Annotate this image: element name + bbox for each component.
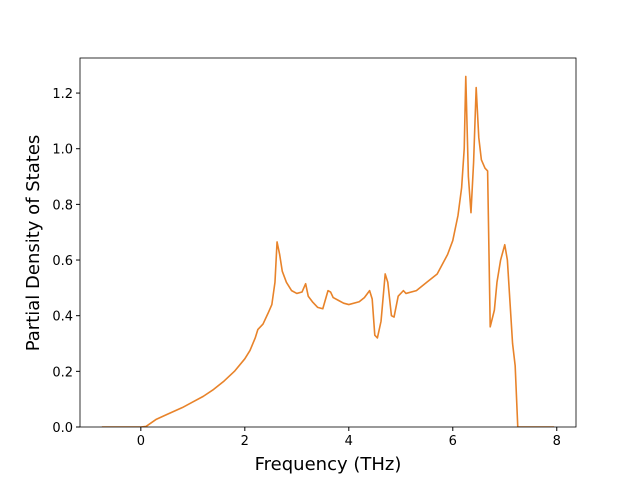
y-tick-label: 1.2: [52, 87, 73, 102]
y-axis-label: Partial Density of States: [23, 135, 44, 352]
x-tick-label: 2: [241, 434, 249, 449]
x-tick-label: 4: [345, 434, 353, 449]
y-tick-label: 0.6: [52, 254, 73, 269]
plot-frame: [79, 57, 577, 428]
x-tick-label: 0: [137, 434, 145, 449]
data-line: [101, 75, 555, 427]
x-axis-label: Frequency (THz): [255, 454, 402, 475]
x-tick-label: 6: [449, 434, 457, 449]
y-tick-label: 0.4: [52, 310, 73, 325]
y-tick-label: 0.8: [52, 198, 73, 213]
y-tick-label: 0.0: [52, 421, 73, 436]
y-tick-label: 0.2: [52, 365, 73, 380]
x-tick-label: 8: [553, 434, 561, 449]
y-tick-label: 1.0: [52, 143, 73, 158]
